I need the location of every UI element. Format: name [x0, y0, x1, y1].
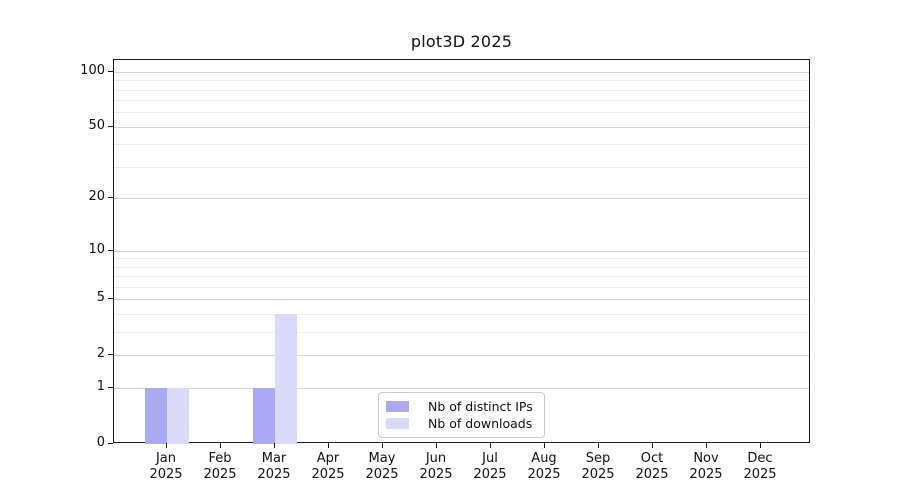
- gridline-minor: [114, 287, 809, 289]
- gridline-major: [114, 126, 809, 128]
- x-tick-month: Sep: [585, 451, 611, 466]
- chart-title: plot3D 2025: [410, 32, 513, 51]
- x-tick-month: Oct: [640, 451, 664, 466]
- gridline-major: [114, 250, 809, 252]
- gridline-major: [114, 388, 809, 390]
- x-tick-label: Jan 2025: [136, 451, 196, 483]
- x-tick-label: Aug 2025: [514, 451, 574, 483]
- gridline-major: [114, 355, 809, 357]
- y-tick-label: 100: [80, 62, 105, 78]
- x-tick-label: Nov 2025: [676, 451, 736, 483]
- x-tick-month: Jul: [482, 451, 498, 466]
- y-tick-label: 5: [96, 290, 105, 306]
- legend: Nb of distinct IPs Nb of downloads: [378, 392, 545, 438]
- x-tick-month: Jan: [155, 451, 177, 466]
- x-tick-mark: [760, 443, 761, 448]
- y-tick-mark: [108, 125, 113, 127]
- bar-mar-series1: [275, 314, 297, 444]
- x-tick-month: Feb: [208, 451, 232, 466]
- y-tick-mark: [108, 249, 113, 251]
- gridline-minor: [114, 89, 809, 91]
- x-tick-mark: [166, 443, 167, 448]
- x-tick-year: 2025: [419, 467, 453, 482]
- x-tick-year: 2025: [257, 467, 291, 482]
- x-tick-year: 2025: [581, 467, 615, 482]
- y-tick-label: 20: [88, 189, 105, 205]
- x-tick-year: 2025: [149, 467, 183, 482]
- x-tick-label: May 2025: [352, 451, 412, 483]
- gridline-minor: [114, 112, 809, 114]
- gridline-minor: [114, 166, 809, 168]
- bar-jan-series0: [145, 388, 167, 444]
- gridline-minor: [114, 314, 809, 316]
- x-tick-month: Jun: [425, 451, 447, 466]
- y-tick-label: 50: [88, 117, 105, 133]
- x-tick-year: 2025: [743, 467, 777, 482]
- x-tick-month: May: [368, 451, 396, 466]
- legend-item-downloads: Nb of downloads: [386, 416, 536, 431]
- y-tick-mark: [108, 197, 113, 199]
- y-tick-label: 0: [96, 435, 105, 450]
- bar-mar-series0: [253, 388, 275, 444]
- gridline-minor: [114, 80, 809, 82]
- x-tick-mark: [382, 443, 383, 448]
- x-tick-label: Mar 2025: [244, 451, 304, 483]
- x-tick-year: 2025: [365, 467, 399, 482]
- legend-item-distinct-ips: Nb of distinct IPs: [386, 399, 536, 414]
- x-tick-year: 2025: [311, 467, 345, 482]
- x-tick-year: 2025: [527, 467, 561, 482]
- x-tick-label: Jun 2025: [406, 451, 466, 483]
- gridline-major: [114, 299, 809, 301]
- x-tick-year: 2025: [635, 467, 669, 482]
- gridline-major: [114, 198, 809, 200]
- x-tick-label: Sep 2025: [568, 451, 628, 483]
- gridline-minor: [114, 266, 809, 268]
- x-tick-label: Jul 2025: [460, 451, 520, 483]
- x-tick-label: Feb 2025: [190, 451, 250, 483]
- gridline-minor: [114, 258, 809, 260]
- y-tick-mark: [108, 70, 113, 72]
- y-tick-label: 10: [88, 241, 105, 257]
- y-tick-label: 2: [96, 346, 105, 362]
- y-tick-mark: [108, 387, 113, 389]
- x-tick-label: Apr 2025: [298, 451, 358, 483]
- x-tick-month: Apr: [316, 451, 340, 466]
- legend-label-distinct-ips: Nb of distinct IPs: [428, 399, 533, 414]
- x-tick-mark: [544, 443, 545, 448]
- gridline-minor: [114, 144, 809, 146]
- y-tick-mark: [108, 443, 113, 444]
- x-tick-mark: [652, 443, 653, 448]
- bar-jan-series1: [167, 388, 189, 444]
- x-tick-mark: [220, 443, 221, 448]
- x-tick-mark: [706, 443, 707, 448]
- gridline-minor: [114, 100, 809, 102]
- legend-label-downloads: Nb of downloads: [428, 416, 533, 431]
- gridline-minor: [114, 332, 809, 334]
- x-tick-year: 2025: [689, 467, 723, 482]
- x-tick-year: 2025: [473, 467, 507, 482]
- y-tick-mark: [108, 354, 113, 356]
- y-tick-mark: [108, 298, 113, 300]
- y-tick-label: 1: [96, 379, 105, 395]
- x-tick-month: Mar: [261, 451, 287, 466]
- x-tick-month: Nov: [693, 451, 719, 466]
- x-tick-mark: [598, 443, 599, 448]
- x-tick-label: Oct 2025: [622, 451, 682, 483]
- x-tick-month: Aug: [531, 451, 557, 466]
- x-tick-month: Dec: [747, 451, 773, 466]
- gridline-minor: [114, 276, 809, 278]
- legend-swatch-downloads: [386, 418, 409, 429]
- legend-swatch-distinct-ips: [386, 401, 409, 412]
- x-tick-mark: [274, 443, 275, 448]
- gridline-major: [114, 71, 809, 73]
- x-tick-mark: [436, 443, 437, 448]
- plot-area: [113, 59, 810, 444]
- x-tick-mark: [490, 443, 491, 448]
- x-tick-label: Dec 2025: [730, 451, 790, 483]
- x-tick-year: 2025: [203, 467, 237, 482]
- x-tick-mark: [328, 443, 329, 448]
